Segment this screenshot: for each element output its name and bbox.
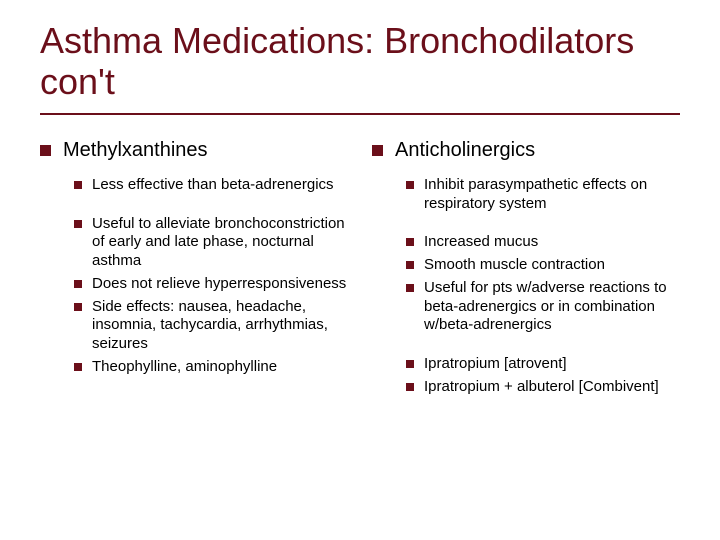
item-text: Useful to alleviate bronchoconstriction …: [92, 215, 348, 271]
content-columns: Methylxanthines Less effective than beta…: [40, 139, 680, 407]
bullet-icon: [406, 360, 414, 368]
list-item: Ipratropium + albuterol [Combivent]: [406, 378, 680, 397]
item-text: Increased mucus: [424, 233, 538, 252]
left-group-2: Useful to alleviate bronchoconstriction …: [74, 215, 348, 377]
item-text: Less effective than beta-adrenergics: [92, 176, 334, 195]
bullet-icon: [74, 363, 82, 371]
item-text: Does not relieve hyperresponsiveness: [92, 275, 346, 294]
bullet-icon: [74, 280, 82, 288]
bullet-icon: [406, 238, 414, 246]
list-item: Smooth muscle contraction: [406, 256, 680, 275]
list-item: Less effective than beta-adrenergics: [74, 176, 348, 195]
bullet-icon: [74, 303, 82, 311]
bullet-icon: [406, 261, 414, 269]
heading-text: Anticholinergics: [395, 139, 535, 162]
item-text: Useful for pts w/adverse reactions to be…: [424, 279, 680, 335]
slide: Asthma Medications: Bronchodilators con'…: [0, 0, 720, 540]
bullet-icon: [372, 145, 383, 156]
left-heading: Methylxanthines: [40, 139, 348, 162]
item-text: Side effects: nausea, headache, insomnia…: [92, 298, 348, 354]
list-item: Does not relieve hyperresponsiveness: [74, 275, 348, 294]
item-text: Ipratropium [atrovent]: [424, 355, 567, 374]
right-group-3: Ipratropium [atrovent] Ipratropium + alb…: [406, 355, 680, 397]
list-item: Inhibit parasympathetic effects on respi…: [406, 176, 680, 214]
heading-text: Methylxanthines: [63, 139, 208, 162]
list-item: Side effects: nausea, headache, insomnia…: [74, 298, 348, 354]
right-heading: Anticholinergics: [372, 139, 680, 162]
bullet-icon: [406, 284, 414, 292]
list-item: Ipratropium [atrovent]: [406, 355, 680, 374]
slide-title: Asthma Medications: Bronchodilators con'…: [40, 20, 680, 115]
bullet-icon: [406, 383, 414, 391]
bullet-icon: [40, 145, 51, 156]
item-text: Ipratropium + albuterol [Combivent]: [424, 378, 659, 397]
list-item: Useful for pts w/adverse reactions to be…: [406, 279, 680, 335]
bullet-icon: [74, 220, 82, 228]
item-text: Theophylline, aminophylline: [92, 358, 277, 377]
right-group-1: Inhibit parasympathetic effects on respi…: [406, 176, 680, 214]
item-text: Smooth muscle contraction: [424, 256, 605, 275]
bullet-icon: [74, 181, 82, 189]
left-group-1: Less effective than beta-adrenergics: [74, 176, 348, 195]
bullet-icon: [406, 181, 414, 189]
left-column: Methylxanthines Less effective than beta…: [40, 139, 348, 407]
list-item: Useful to alleviate bronchoconstriction …: [74, 215, 348, 271]
right-group-2: Increased mucus Smooth muscle contractio…: [406, 233, 680, 335]
item-text: Inhibit parasympathetic effects on respi…: [424, 176, 680, 214]
list-item: Theophylline, aminophylline: [74, 358, 348, 377]
list-item: Increased mucus: [406, 233, 680, 252]
right-column: Anticholinergics Inhibit parasympathetic…: [372, 139, 680, 407]
